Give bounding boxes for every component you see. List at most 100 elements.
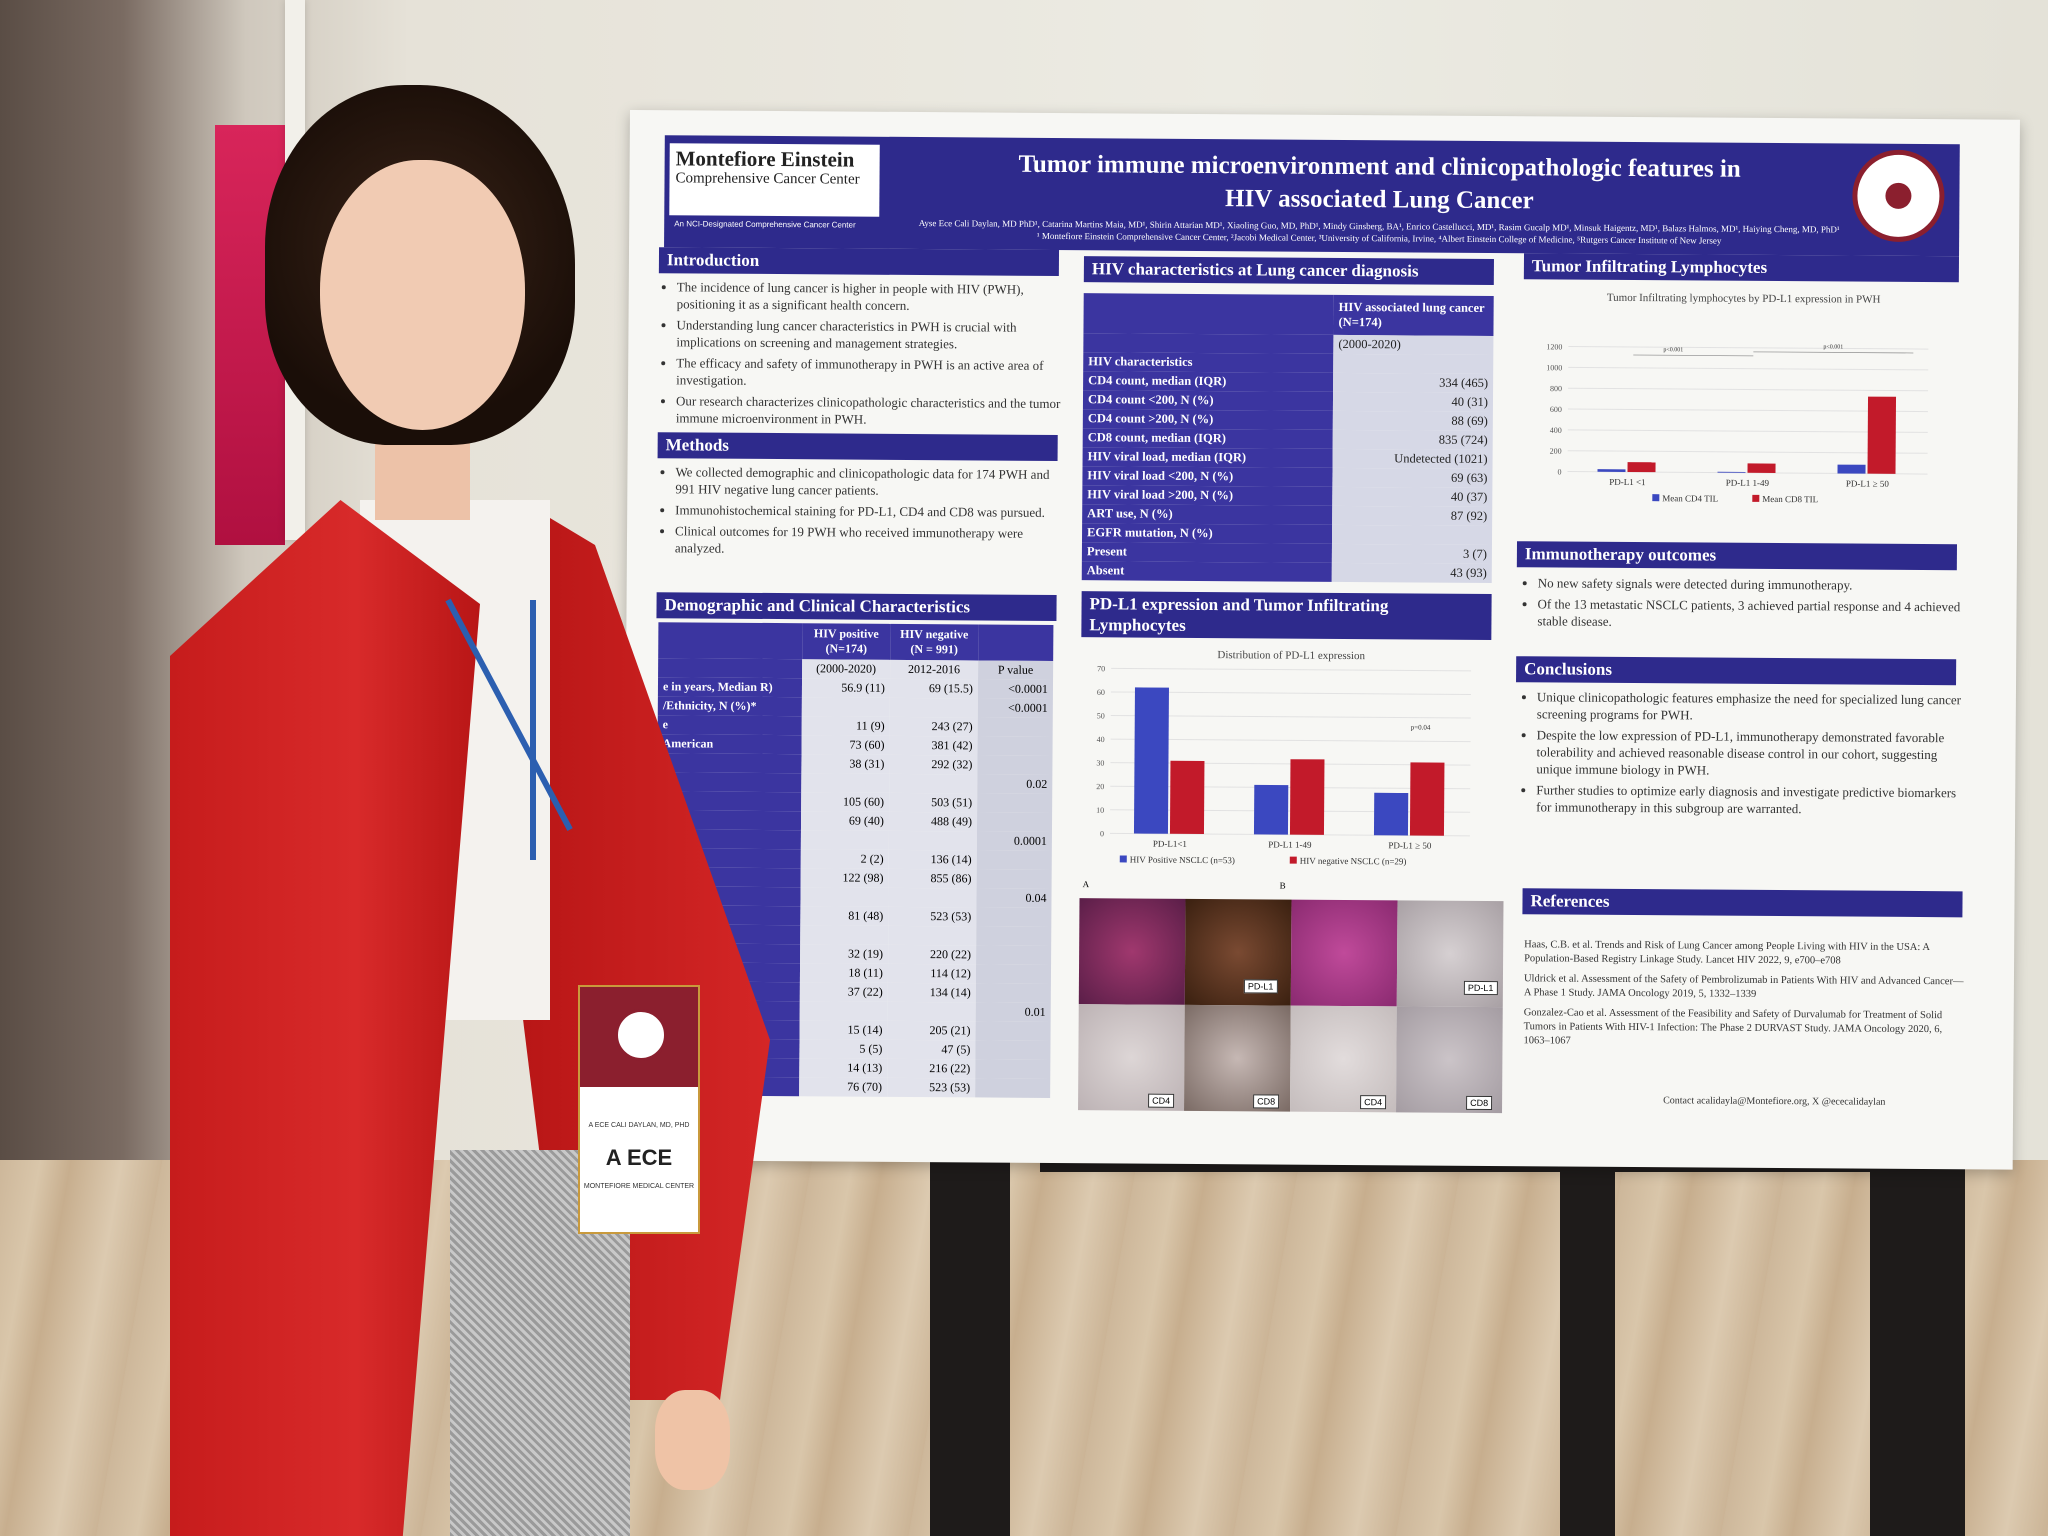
y-tick-label: 600 (1550, 405, 1562, 414)
hiv-characteristics-heading: HIV characteristics at Lung cancer diagn… (1083, 256, 1494, 286)
hiv-row-label: Absent (1081, 561, 1332, 582)
badge-organization: MONTEFIORE MEDICAL CENTER (583, 1183, 695, 1190)
bar (1627, 462, 1656, 473)
bar (1867, 396, 1897, 474)
legend-label: HIV negative NSCLC (n=29) (1300, 856, 1407, 867)
hiv-positive-cell (800, 830, 889, 850)
hiv-negative-cell (889, 697, 978, 718)
bar (1373, 792, 1409, 836)
hiv-row-label: HIV viral load >200, N (%) (1082, 485, 1333, 506)
easel-leg-middle (1560, 1140, 1615, 1536)
pvalue-annotation: p<0.001 (1823, 344, 1843, 350)
pvalue-cell (975, 983, 1051, 1003)
x-tick-label: PD-L1 <1 (1609, 477, 1645, 487)
bar (1717, 471, 1746, 473)
bullet-item: Of the 13 metastatic NSCLC patients, 3 a… (1537, 595, 1962, 632)
hiv-positive-cell: 122 (98) (800, 868, 889, 888)
references-list: Haas, C.B. et al. Trends and Risk of Lun… (1523, 938, 1964, 1057)
hiv-negative-cell: 205 (21) (887, 1020, 976, 1041)
chart-title: Distribution of PD-L1 expression (1217, 649, 1365, 662)
legend-swatch (1752, 494, 1760, 502)
period-positive: (2000-2020) (802, 659, 891, 679)
grid-line (1110, 691, 1471, 695)
grid-line (1111, 667, 1472, 672)
x-tick-label: PD-L1<1 (1153, 839, 1187, 849)
lanyard-strap-right (530, 600, 536, 860)
pvalue-cell (975, 1040, 1051, 1060)
legend-swatch (1652, 494, 1660, 502)
pvalue-cell (977, 793, 1053, 813)
bar (1409, 762, 1445, 836)
legend-label: Mean CD8 TIL (1762, 494, 1818, 504)
hiv-positive-cell: 5 (5) (799, 1039, 888, 1059)
pvalue-cell (976, 850, 1052, 870)
hiv-header-row: HIV associated lung cancer (N=174) (1083, 293, 1494, 337)
hiv-row-label: CD4 count >200, N (%) (1082, 409, 1333, 430)
hiv-row-value: 87 (92) (1332, 505, 1493, 527)
hiv-negative-cell: 47 (5) (887, 1039, 976, 1060)
hiv-positive-cell: 76 (70) (799, 1077, 888, 1097)
title-line-1: Tumor immune microenvironment and clinic… (1018, 150, 1741, 183)
pvalue-cell (975, 945, 1052, 965)
hiv-characteristics-table: HIV associated lung cancer (N=174) (2000… (1081, 293, 1494, 584)
hiv-period: (2000-2020) (1333, 334, 1494, 356)
y-tick-label: 400 (1550, 426, 1562, 435)
pvalue-cell: <0.0001 (977, 679, 1054, 699)
hiv-positive-cell: 37 (22) (799, 982, 888, 1002)
hiv-positive-cell: 15 (14) (799, 1020, 888, 1040)
histology-label: CD8 (1466, 1095, 1493, 1111)
jacket-left (170, 500, 480, 1536)
hiv-negative-cell: 523 (53) (887, 1077, 976, 1098)
hiv-row-label: HIV viral load <200, N (%) (1082, 466, 1333, 487)
histology-label: PD-L1 (1463, 980, 1498, 996)
hiv-positive-cell: 105 (60) (801, 792, 890, 812)
grid-line (1110, 715, 1471, 719)
hiv-negative-cell: 523 (53) (888, 906, 977, 927)
hiv-negative-cell (889, 773, 978, 794)
pvalue-cell (975, 964, 1052, 984)
significance-bracket (1753, 351, 1914, 354)
pvalue-cell (975, 1078, 1051, 1098)
pvalue-cell (977, 755, 1053, 775)
reference-item: Uldrick et al. Assessment of the Safety … (1523, 973, 1964, 1000)
period-negative: 2012-2016 (889, 659, 979, 680)
immunotherapy-list: No new safety signals were detected duri… (1519, 574, 1962, 636)
hiv-negative-cell: 136 (14) (888, 849, 977, 870)
references-heading: References (1522, 888, 1963, 918)
bullet-item: No new safety signals were detected duri… (1538, 574, 1963, 594)
pvalue-cell (976, 907, 1052, 927)
hiv-positive-cell (800, 887, 889, 907)
pvalue-cell: 0.0001 (976, 831, 1052, 851)
y-tick-label: 800 (1550, 384, 1562, 393)
bar (1747, 463, 1776, 474)
hiv-positive-cell (801, 773, 890, 793)
hiv-positive-cell (801, 697, 890, 717)
bullet-item: Further studies to optimize early diagno… (1536, 781, 1961, 818)
hiv-row-label: HIV characteristics (1083, 352, 1334, 373)
hiv-row-value: 40 (37) (1332, 486, 1493, 508)
pvalue-label: P value (977, 660, 1054, 680)
hiv-row-value: 88 (69) (1332, 410, 1493, 432)
easel-leg-left (930, 1140, 1010, 1536)
grid-line (1568, 387, 1929, 392)
y-tick-label: 20 (1096, 782, 1104, 791)
histology-image-grid: PD-L1 PD-L1 CD4 CD8 CD4 CD8 (1078, 898, 1504, 1116)
grid-line (1568, 366, 1929, 371)
x-tick-label: PD-L1 ≥ 50 (1388, 840, 1432, 850)
y-tick-label: 1000 (1546, 363, 1562, 372)
hiv-row-value: 3 (7) (1331, 543, 1492, 565)
y-tick-label: 10 (1096, 806, 1104, 815)
research-poster: Montefiore Einstein Comprehensive Cancer… (622, 110, 2020, 1170)
hiv-positive-cell (799, 1001, 888, 1021)
hiv-positive-cell: 38 (31) (801, 754, 890, 774)
pvalue-cell (976, 812, 1053, 832)
reference-item: Gonzalez-Cao et al. Assessment of the Fe… (1523, 1007, 1943, 1047)
y-tick-label: 1200 (1546, 342, 1562, 351)
panel-b-label: B (1279, 880, 1286, 891)
y-tick-label: 60 (1097, 688, 1105, 697)
hiv-positive-cell: 73 (60) (801, 735, 890, 755)
y-tick-label: 200 (1550, 447, 1562, 456)
bar (1169, 760, 1205, 835)
hiv-positive-cell: 69 (40) (801, 811, 890, 831)
title-line-2: HIV associated Lung Cancer (1225, 185, 1534, 215)
